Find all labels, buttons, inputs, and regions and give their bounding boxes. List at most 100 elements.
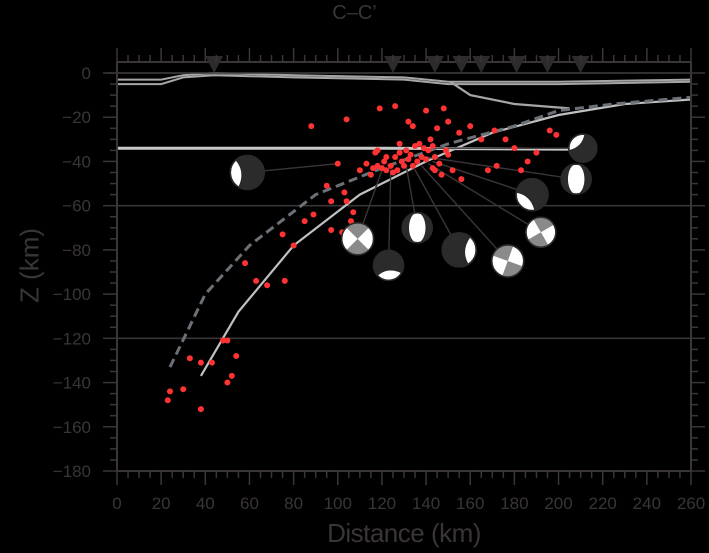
slab-solid-line: [199, 98, 692, 377]
y-tick-label: 0: [82, 64, 91, 83]
x-tick-label: 160: [456, 494, 484, 513]
leader-line: [427, 163, 542, 233]
earthquake-dot: [429, 142, 436, 149]
station-triangle-icon: [205, 56, 224, 73]
station-triangle-icon: [472, 56, 491, 73]
earthquake-dot: [491, 127, 498, 134]
earthquake-dot: [398, 158, 405, 165]
earthquake-dot: [440, 105, 447, 112]
earthquake-dot: [370, 165, 377, 172]
beachball-fm1: [229, 154, 266, 191]
x-tick-label: 180: [500, 494, 528, 513]
station-triangle-icon: [571, 56, 590, 73]
earthquake-dot: [478, 136, 485, 143]
earthquake-dot: [348, 218, 355, 225]
leader-line: [425, 156, 577, 180]
earthquake-dot: [412, 142, 419, 149]
x-tick-label: 40: [196, 494, 215, 513]
earthquake-dot: [423, 156, 430, 163]
beachball-fm9: [560, 163, 592, 195]
earthquake-dot: [387, 162, 394, 169]
earthquake-dot: [224, 379, 231, 386]
earthquake-dot: [442, 147, 449, 154]
x-tick-label: 100: [324, 494, 352, 513]
earthquake-dot: [524, 158, 531, 165]
earthquake-dot: [418, 154, 425, 161]
earthquake-hypocenters: [164, 103, 560, 413]
station-triangle-icon: [507, 56, 526, 73]
station-triangle-icon: [452, 56, 471, 73]
earthquake-dot: [301, 218, 308, 225]
earthquake-dot: [281, 277, 288, 284]
earthquake-dot: [403, 147, 410, 154]
earthquake-dot: [445, 151, 452, 158]
focal-mechanisms: [229, 133, 598, 282]
leader-line: [387, 170, 392, 266]
earthquake-dot: [467, 123, 474, 130]
beachball-fm10: [568, 133, 598, 163]
earthquake-dot: [502, 136, 509, 143]
earthquake-dot: [264, 282, 271, 289]
earthquake-dot: [219, 337, 226, 344]
earthquake-dot: [343, 116, 350, 123]
earthquake-dot: [456, 129, 463, 136]
earthquake-dot: [401, 162, 407, 169]
earthquake-dot: [180, 386, 187, 393]
earthquake-dot: [197, 359, 204, 366]
earthquake-dot: [389, 169, 396, 176]
x-axis-label: Distance (km): [327, 518, 481, 548]
leader-line: [432, 160, 533, 196]
earthquake-dot: [436, 160, 443, 167]
x-tick-label: 200: [544, 494, 572, 513]
earthquake-dot: [164, 397, 171, 404]
x-tick-label: 60: [240, 494, 259, 513]
topography-lower-line: [117, 74, 692, 86]
beachball-fm3: [372, 249, 405, 282]
earthquake-dot: [228, 372, 235, 379]
earthquake-dot: [308, 123, 315, 130]
earthquake-dot: [414, 158, 421, 165]
earthquake-dot: [511, 145, 518, 152]
y-tick-label: −20: [62, 108, 91, 127]
x-tick-label: 220: [589, 494, 617, 513]
earthquake-dot: [224, 337, 231, 344]
earthquake-dot: [383, 154, 390, 161]
x-tick-label: 140: [412, 494, 440, 513]
earthquake-dot: [328, 226, 335, 233]
earthquake-dot: [381, 158, 388, 165]
earthquake-dot: [416, 140, 423, 147]
leader-line: [421, 165, 509, 262]
earthquake-dot: [310, 211, 317, 218]
earthquake-dot: [374, 162, 381, 169]
station-triangle-icon: [425, 56, 444, 73]
earthquake-dot: [343, 198, 350, 205]
earthquake-dot: [458, 176, 465, 183]
coast-branch-line: [449, 80, 570, 110]
earthquake-dot: [197, 406, 204, 413]
earthquake-dot: [493, 162, 500, 169]
earthquake-dot: [407, 151, 414, 158]
y-tick-label: −160: [53, 418, 91, 437]
earthquake-dot: [392, 103, 399, 110]
earthquake-dot: [409, 162, 416, 169]
chart-title: C–C’: [332, 2, 377, 24]
x-tick-label: 80: [284, 494, 303, 513]
topography-line: [117, 71, 692, 83]
y-tick-label: −100: [53, 285, 91, 304]
earthquake-dot: [434, 125, 441, 132]
beachball-fm7: [525, 216, 557, 248]
earthquake-dot: [372, 149, 379, 156]
earthquake-dot: [290, 242, 297, 249]
earthquake-dot: [429, 165, 436, 172]
beachball-fm4: [401, 212, 433, 244]
x-tick-label: 120: [368, 494, 396, 513]
y-tick-label: −60: [62, 197, 91, 216]
earthquake-dot: [363, 160, 370, 167]
y-tick-label: −80: [62, 241, 91, 260]
earthquake-dot: [546, 127, 553, 134]
earthquake-dot: [253, 277, 260, 284]
earthquake-dot: [233, 353, 240, 360]
earthquake-dot: [242, 260, 249, 267]
y-tick-label: −180: [53, 462, 91, 481]
